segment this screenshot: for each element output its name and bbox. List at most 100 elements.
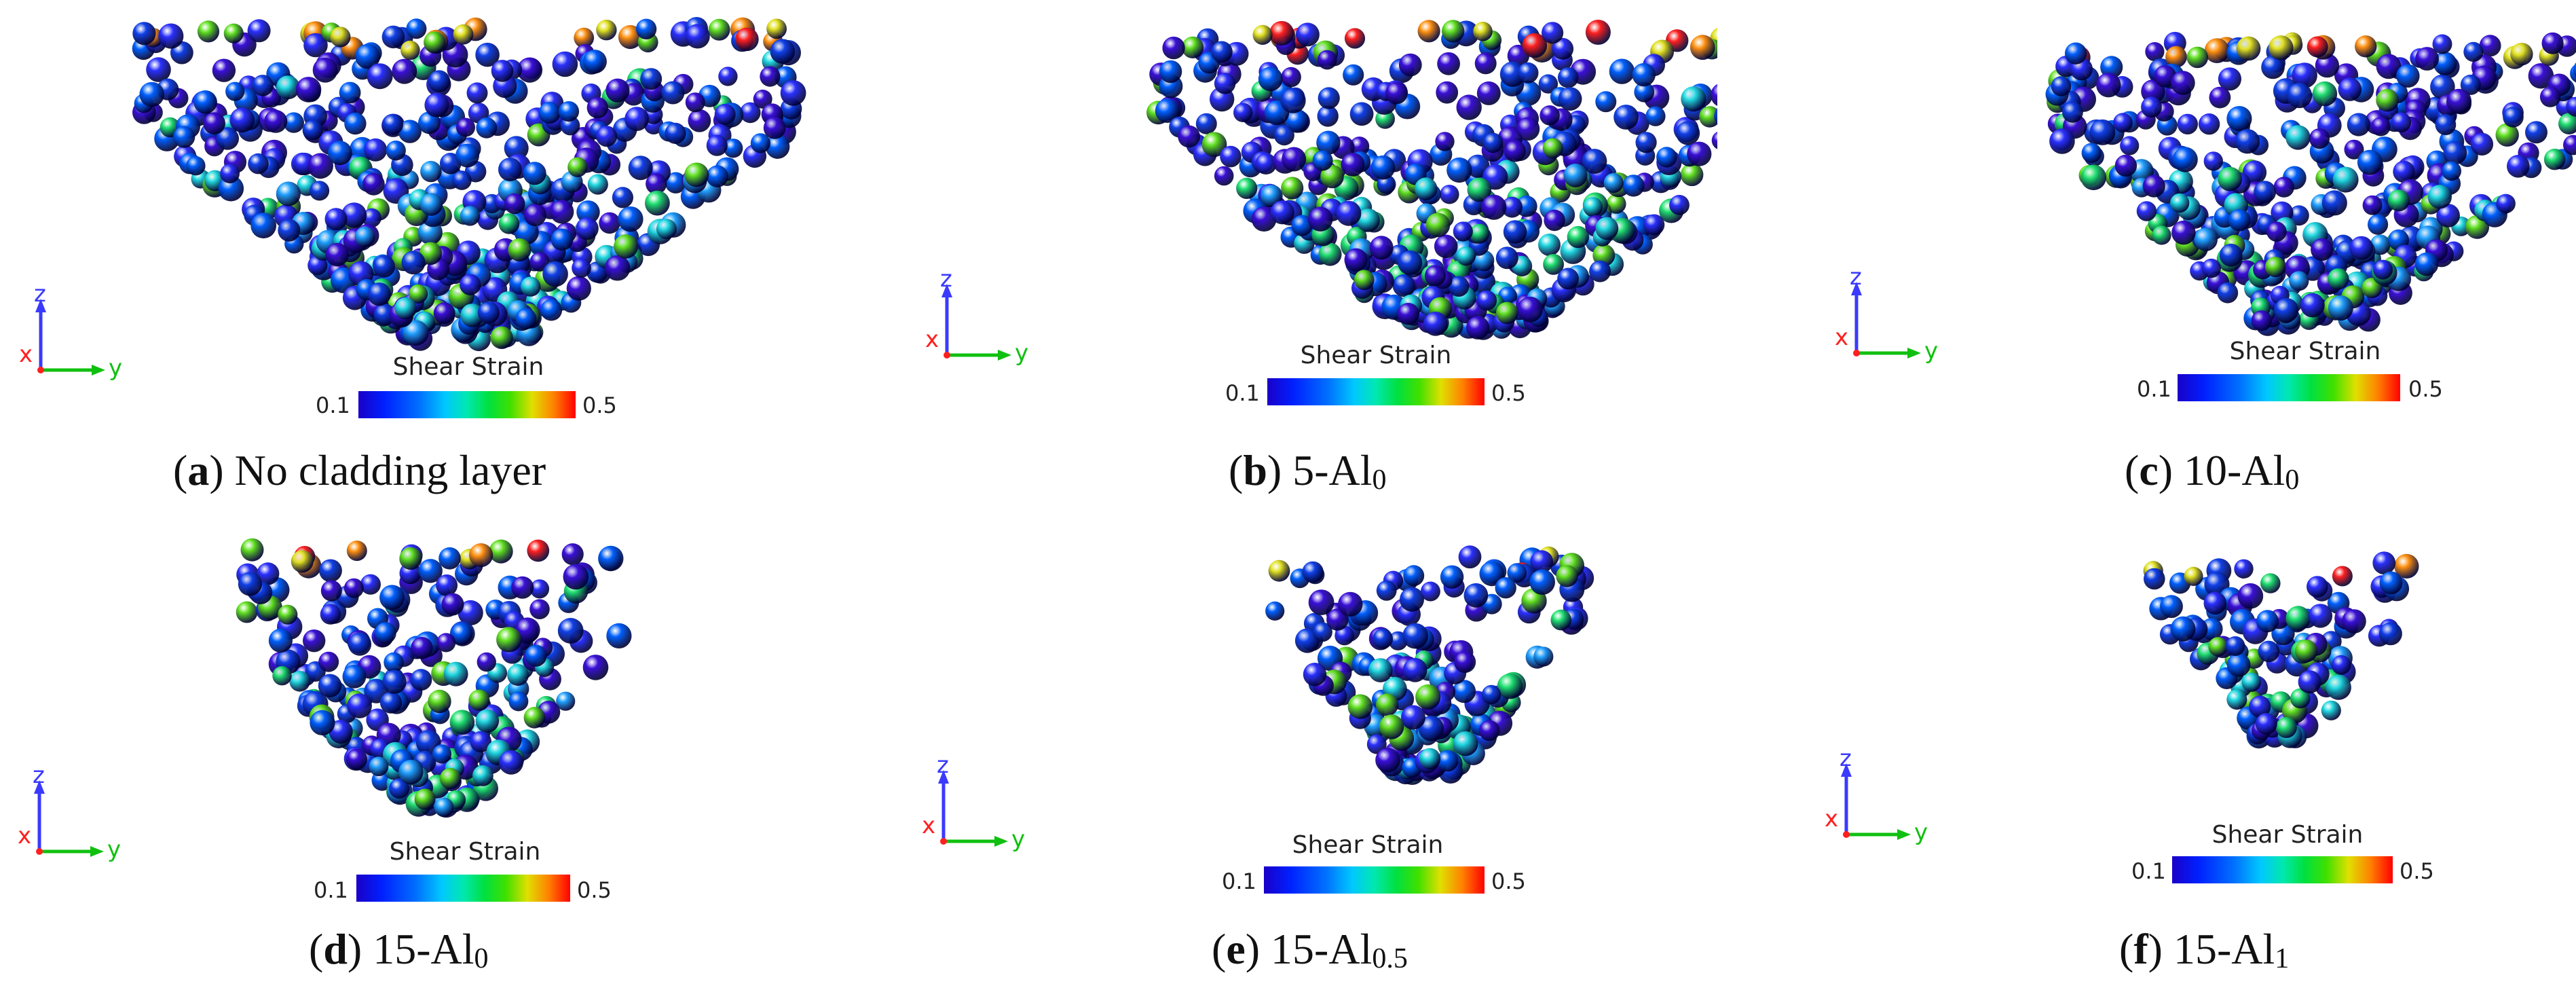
atom-sphere [2349,236,2374,260]
colorbar-max-label: 0.5 [1491,868,1526,894]
atom-sphere [1582,149,1607,174]
atom-sphere [1303,663,1327,686]
atom-sphere [379,691,403,714]
atom-sphere [1344,248,1368,272]
axis-triad: z x y [18,764,128,868]
atom-sphere [406,18,427,39]
colorbar-title: Shear Strain [2229,337,2381,365]
atom-sphere [1711,84,1717,107]
atom-sphere [276,75,300,100]
atom-sphere [2217,282,2239,304]
atom-sphere [2443,141,2467,165]
atom-sphere [420,160,442,183]
atom-sphere [1456,246,1476,266]
atom-sphere [2049,128,2075,154]
atom-sphere [1442,20,1465,43]
atom-sphere [460,304,485,327]
atom-sphere [2254,181,2277,204]
atom-sphere [434,797,454,818]
atom-sphere [1699,106,1717,128]
atom-sphere [1425,213,1451,238]
atom-sphere [2368,214,2389,235]
atom-sphere [1375,748,1400,773]
atom-sphere [252,75,274,96]
atom-sphere [1557,268,1579,290]
atom-sphere [382,670,407,694]
atom-sphere [1379,714,1404,739]
atom-sphere [346,540,367,562]
atom-sphere [278,604,298,625]
atom-sphere [1344,28,1366,49]
atom-sphere [132,22,156,45]
atom-sphere [1159,60,1182,84]
atom-sphere [2165,45,2187,68]
panel-caption: (c) 10-Al0 [2125,445,2299,496]
atom-sphere [223,23,244,43]
atom-sphere [1542,22,1564,44]
atom-sphere [346,748,367,770]
atom-sphere [1473,22,1493,41]
colorbar [2178,374,2400,401]
atom-sphere [2427,185,2452,209]
atom-sphere [1669,195,1690,215]
atom-sphere [438,547,461,570]
atom-sphere [1446,157,1472,183]
atom-sphere [2171,220,2196,245]
atom-sphere [1295,22,1320,47]
atom-sphere [2258,640,2280,663]
atom-sphere [318,674,342,698]
atom-sphere [424,92,449,117]
atom-sphere [770,39,796,64]
atom-sphere [491,60,514,82]
atom-sphere [2312,81,2338,107]
atom-sphere [1711,132,1717,149]
atom-sphere [303,629,326,653]
atom-sphere [453,24,474,45]
atom-sphere [1437,52,1460,75]
atom-sphere [724,139,743,158]
atom-sphere [2307,36,2328,58]
atom-sphere [2219,243,2243,267]
atom-sphere [193,90,217,114]
atom-sphere [1317,105,1339,127]
atom-sphere [753,90,772,109]
caption-open-paren: ( [309,925,324,973]
atom-sphere [2226,106,2252,132]
atom-sphere [2226,689,2247,710]
atom-sphere [576,200,600,224]
atom-sphere [718,67,738,86]
atom-sphere [469,543,493,568]
atom-sphere [2479,35,2501,57]
atom-sphere [1284,109,1309,133]
atom-sphere [1466,316,1490,340]
caption-open-paren: ( [2125,446,2140,494]
atom-sphere [2269,35,2294,60]
atom-sphere [2373,259,2393,280]
atom-sphere [1558,87,1582,111]
caption-name: 5-Al [1292,446,1373,494]
atom-sphere [596,20,617,41]
atom-sphere [2309,128,2330,149]
caption-close-paren: ) [2158,446,2173,494]
atom-sphere [2328,295,2353,321]
atom-sphere [220,164,240,183]
atom-cloud [2143,551,2419,749]
axis-arrows [1841,763,1911,840]
atom-sphere [398,120,422,143]
panel-caption: (e) 15-Al0.5 [1212,924,1408,975]
caption-sub: 0.5 [1372,943,1408,974]
atom-sphere [2080,164,2106,191]
atom-sphere [173,126,195,148]
atom-sphere [2184,566,2203,586]
atom-sphere [2307,576,2328,598]
atom-sphere [291,550,314,573]
atom-sphere [2470,132,2494,155]
atom-sphere [574,27,595,48]
atom-sphere [2289,205,2309,226]
axis-triad: z x y [19,282,129,387]
atom-sphere [1481,684,1501,705]
atom-sphere [1543,254,1564,275]
atom-sphere [685,24,710,49]
atom-sphere [508,691,529,712]
colorbar [2172,856,2393,883]
